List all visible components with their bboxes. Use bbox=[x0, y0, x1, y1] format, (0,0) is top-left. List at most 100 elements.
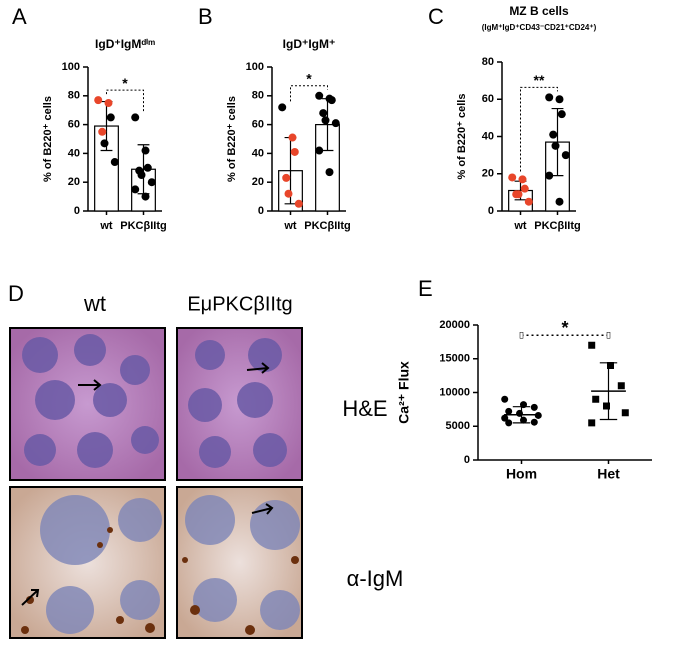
chart-title: IgD⁺IgMᵈⁱᵐ bbox=[95, 37, 155, 51]
significance-bracket bbox=[106, 89, 144, 112]
point bbox=[94, 96, 103, 105]
point bbox=[501, 395, 509, 403]
y-tick-label: 60 bbox=[68, 119, 80, 131]
row-label: α-IgM bbox=[347, 566, 404, 591]
point bbox=[607, 362, 614, 369]
point bbox=[514, 190, 523, 199]
point bbox=[137, 171, 146, 179]
point bbox=[603, 402, 610, 410]
y-tick-label: 0 bbox=[258, 205, 264, 217]
y-tick-label: 80 bbox=[68, 90, 80, 102]
chart-title: MZ B cells bbox=[509, 4, 569, 18]
point bbox=[551, 141, 560, 150]
image-igm-wt bbox=[9, 486, 166, 639]
point bbox=[325, 168, 334, 177]
point bbox=[561, 151, 570, 160]
image-igm-tg bbox=[176, 486, 303, 639]
panel-letter: D bbox=[8, 281, 24, 306]
y-tick-label: 20 bbox=[252, 176, 264, 188]
point bbox=[110, 158, 119, 167]
point bbox=[545, 171, 554, 180]
point bbox=[518, 175, 527, 184]
y-tick-label: 0 bbox=[488, 205, 494, 217]
y-tick-label: 60 bbox=[252, 119, 264, 131]
point bbox=[319, 109, 328, 118]
x-tick-label: wt bbox=[283, 220, 297, 232]
chart-subtitle: (IgM⁺IgD⁺CD43⁻CD21⁺CD24⁺) bbox=[482, 23, 597, 32]
x-tick-label: PKCβIItg bbox=[120, 220, 166, 232]
point bbox=[327, 96, 336, 105]
chart-title: IgD⁺IgM⁺ bbox=[283, 37, 336, 51]
y-tick-label: 15000 bbox=[439, 353, 470, 365]
point bbox=[545, 93, 554, 102]
point bbox=[530, 418, 538, 426]
panel-letter: A bbox=[12, 4, 27, 29]
image-he-wt bbox=[9, 327, 166, 481]
column-label: EμPKCβIItg bbox=[187, 293, 292, 315]
point bbox=[516, 409, 523, 417]
point bbox=[520, 401, 527, 409]
y-axis-label: Ca²⁺ Flux bbox=[396, 361, 412, 424]
point bbox=[98, 127, 107, 136]
bracket-end bbox=[606, 332, 611, 339]
y-tick-label: 40 bbox=[252, 147, 264, 159]
x-tick-label: PKCβIItg bbox=[304, 220, 350, 232]
significance-label: ** bbox=[534, 72, 545, 88]
y-axis-label: % of B220⁺ cells bbox=[42, 96, 54, 182]
point bbox=[520, 184, 529, 193]
y-tick-label: 40 bbox=[68, 147, 80, 159]
point bbox=[104, 99, 113, 107]
point bbox=[321, 116, 330, 125]
point bbox=[508, 173, 517, 182]
point bbox=[530, 403, 538, 411]
bracket-end bbox=[519, 332, 524, 339]
point bbox=[524, 197, 533, 206]
point bbox=[588, 419, 596, 427]
point bbox=[331, 119, 340, 128]
x-tick-label: PKCβIItg bbox=[534, 220, 580, 232]
y-tick-label: 60 bbox=[482, 93, 494, 105]
y-tick-label: 10000 bbox=[439, 386, 470, 398]
point bbox=[520, 416, 527, 424]
point bbox=[555, 197, 564, 206]
y-axis-label: % of B220⁺ cells bbox=[456, 94, 468, 180]
point bbox=[592, 395, 600, 403]
point bbox=[534, 411, 542, 419]
column-label: wt bbox=[83, 291, 106, 316]
y-tick-label: 100 bbox=[246, 61, 264, 73]
y-axis-label: % of B220⁺ cells bbox=[226, 96, 238, 182]
panel-letter: E bbox=[418, 276, 433, 301]
point bbox=[100, 139, 109, 148]
point bbox=[294, 199, 303, 208]
point bbox=[290, 147, 299, 156]
point bbox=[555, 95, 564, 104]
significance-label: * bbox=[306, 71, 312, 87]
significance-label: * bbox=[561, 318, 568, 338]
point bbox=[141, 146, 150, 155]
point bbox=[143, 163, 152, 172]
point bbox=[284, 189, 293, 198]
point bbox=[621, 409, 629, 417]
point bbox=[505, 419, 513, 427]
y-tick-label: 20 bbox=[482, 168, 494, 180]
point bbox=[288, 133, 297, 142]
point bbox=[282, 173, 291, 182]
point bbox=[315, 91, 324, 100]
y-tick-label: 100 bbox=[62, 61, 80, 73]
y-tick-label: 80 bbox=[482, 56, 494, 68]
y-tick-label: 0 bbox=[464, 454, 470, 466]
x-tick-label: wt bbox=[99, 220, 113, 232]
point bbox=[315, 146, 324, 155]
point bbox=[505, 407, 513, 415]
point bbox=[557, 110, 566, 119]
x-tick-label: wt bbox=[513, 220, 527, 232]
row-label: H&E bbox=[342, 396, 387, 421]
y-tick-label: 40 bbox=[482, 130, 494, 142]
point bbox=[147, 178, 156, 187]
y-tick-label: 80 bbox=[252, 90, 264, 102]
point bbox=[131, 113, 140, 122]
point bbox=[141, 192, 150, 201]
x-tick-label: Hom bbox=[506, 466, 537, 482]
y-tick-label: 20 bbox=[68, 176, 80, 188]
